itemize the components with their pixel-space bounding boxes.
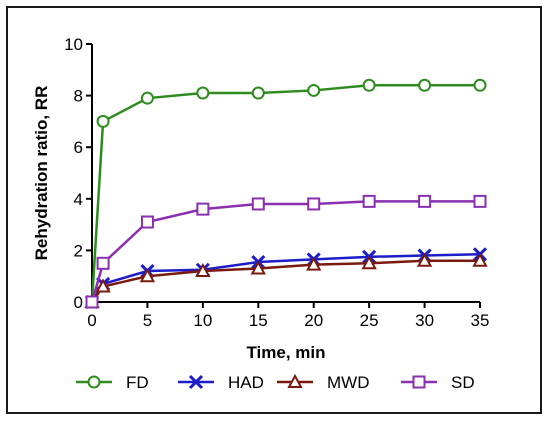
legend-item-had: HAD (178, 373, 264, 392)
x-tick-label: 20 (304, 311, 323, 330)
y-tick-label: 8 (74, 87, 83, 106)
data-point-fd (196, 86, 210, 100)
legend-item-fd: FD (76, 373, 149, 392)
legend-marker-mwd (287, 373, 303, 388)
x-tick-label: 0 (87, 311, 96, 330)
data-point-mwd (95, 278, 111, 293)
legend-item-mwd: MWD (277, 373, 369, 392)
legend: FD HAD MWD SD (76, 373, 475, 392)
data-point-sd (362, 194, 376, 208)
data-point-mwd (472, 252, 488, 267)
data-point-sd (418, 194, 432, 208)
data-point-mwd (306, 256, 322, 271)
series-sd (85, 194, 487, 309)
data-point-fd (473, 78, 487, 92)
data-point-sd (85, 295, 99, 309)
legend-marker-fd (87, 375, 101, 389)
data-point-sd (473, 194, 487, 208)
y-tick-label: 4 (74, 190, 83, 209)
legend-label-had: HAD (228, 373, 264, 392)
data-point-fd (140, 91, 154, 105)
x-tick-label: 35 (471, 311, 490, 330)
data-point-fd (418, 78, 432, 92)
x-tick-label: 10 (193, 311, 212, 330)
data-point-fd (251, 86, 265, 100)
legend-label-fd: FD (126, 373, 149, 392)
data-point-mwd (195, 262, 211, 278)
data-point-sd (140, 215, 154, 229)
legend-item-sd: SD (401, 373, 475, 392)
axes: 0 2 4 6 8 10 0 5 10 15 20 25 30 35 (64, 35, 489, 330)
data-point-fd (96, 114, 110, 128)
y-tick-label: 2 (74, 241, 83, 260)
y-tick-label: 10 (64, 35, 83, 54)
y-tick-label: 6 (74, 138, 83, 157)
data-point-mwd (361, 255, 377, 270)
data-point-mwd (416, 252, 433, 267)
series-mwd (84, 252, 488, 308)
x-tick-label: 25 (360, 311, 379, 330)
chart-frame (6, 6, 542, 414)
x-tick-label: 15 (249, 311, 268, 330)
x-tick-label: 5 (143, 311, 152, 330)
series-layer (84, 78, 488, 310)
data-point-sd (96, 256, 110, 270)
legend-marker-had (188, 374, 204, 390)
legend-marker-sd (412, 375, 426, 389)
data-point-mwd (139, 268, 156, 283)
data-point-fd (362, 78, 376, 92)
y-tick-label: 0 (74, 293, 83, 312)
x-axis-title: Time, min (246, 343, 325, 362)
x-tick-label: 30 (415, 311, 434, 330)
data-point-sd (196, 202, 210, 216)
data-point-mwd (250, 260, 266, 275)
data-point-sd (251, 197, 265, 211)
data-point-sd (307, 197, 321, 211)
legend-label-mwd: MWD (327, 373, 369, 392)
data-point-fd (307, 83, 321, 97)
legend-label-sd: SD (451, 373, 475, 392)
y-axis-title: Rehydration ratio, RR (32, 86, 51, 261)
